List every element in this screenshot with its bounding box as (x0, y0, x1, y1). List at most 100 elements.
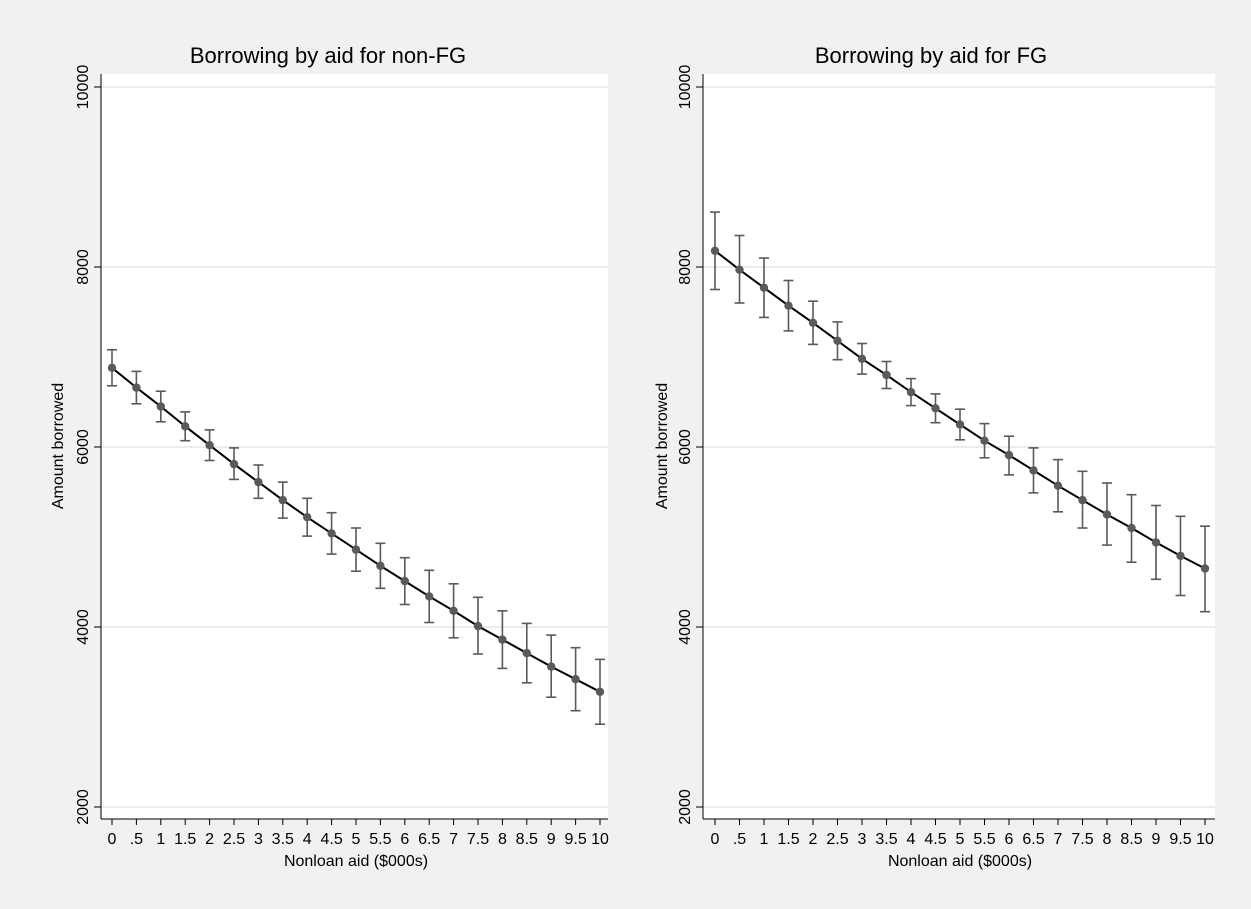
data-point (1151, 538, 1161, 547)
x-tick-label: 1 (760, 831, 769, 848)
data-point (595, 687, 605, 696)
y-axis-fg: 2000 4000 6000 8000 10000 (677, 65, 704, 825)
data-point (735, 265, 744, 274)
data-point (205, 441, 214, 450)
data-point (1102, 510, 1112, 519)
x-tick-label: 2.5 (223, 831, 245, 848)
y-axis-non-fg: 2000 4000 6000 8000 10000 (75, 65, 102, 825)
x-tick-label: 3.5 (875, 831, 897, 848)
data-point (857, 354, 867, 363)
gridlines-fg (703, 86, 1215, 808)
chart-title-non-fg: Borrowing by aid for non-FG (190, 43, 466, 68)
x-tick-label: 5 (956, 831, 965, 848)
data-point (278, 495, 287, 505)
data-point (181, 422, 190, 431)
x-tick-label: 9.5 (564, 831, 586, 848)
data-point (132, 383, 141, 392)
data-point (522, 648, 531, 658)
x-tick-label: 0 (711, 831, 720, 848)
data-point (229, 459, 239, 469)
x-tick-label: 1 (156, 831, 165, 848)
x-tick-label: 0 (108, 831, 117, 848)
data-point (710, 246, 720, 255)
x-tick-label: 3.5 (272, 831, 294, 848)
y-axis-label-fg: Amount borrowed (654, 383, 671, 509)
data-point (1078, 495, 1087, 505)
y-tick-label: 6000 (677, 429, 694, 465)
x-tick-label: 2 (205, 831, 214, 848)
data-point (784, 301, 793, 310)
x-tick-label: 3 (254, 831, 263, 848)
x-tick-label: 7 (1054, 831, 1063, 848)
data-point (955, 420, 965, 429)
x-tick-label: 8 (498, 831, 507, 848)
panel-fg: 2000 4000 6000 8000 10000 0 .5 1 1.5 2 2.5 3 3.5 4 4.… (654, 43, 1215, 870)
data-point (156, 402, 165, 411)
data-point (449, 606, 458, 615)
x-tick-label: 6 (1005, 831, 1014, 848)
data-point (400, 576, 409, 586)
data-point (906, 387, 916, 397)
data-point (376, 561, 385, 570)
data-point (1004, 450, 1014, 460)
gridlines-non-fg (101, 86, 608, 808)
y-tick-label: 10000 (75, 65, 92, 110)
data-point (547, 662, 556, 671)
x-tick-label: 10 (1196, 831, 1214, 848)
y-tick-label: 10000 (677, 65, 694, 110)
x-tick-label: 4.5 (320, 831, 342, 848)
data-point (303, 513, 312, 522)
y-tick-label: 8000 (677, 249, 694, 285)
x-tick-label: 5.5 (369, 831, 391, 848)
x-tick-label: 10 (591, 831, 609, 848)
x-tick-label: 9 (1152, 831, 1161, 848)
x-tick-label: 3 (858, 831, 867, 848)
y-axis-label-non-fg: Amount borrowed (50, 383, 67, 509)
error-bars-fg (710, 211, 1210, 613)
data-point (808, 318, 818, 327)
data-point (1200, 564, 1210, 573)
data-point (473, 621, 483, 631)
panel-non-fg: 2000 4000 6000 8000 10000 0 .5 1 1.5 2 2.5 3 3.5 4 4.… (50, 43, 609, 870)
data-point (498, 635, 507, 644)
x-tick-label: 6.5 (418, 831, 440, 848)
data-point (1053, 481, 1063, 490)
x-tick-label: .5 (733, 831, 746, 848)
data-point (833, 336, 842, 345)
x-tick-label: 2 (809, 831, 818, 848)
y-tick-label: 4000 (677, 609, 694, 645)
data-point (254, 477, 263, 487)
y-tick-label: 4000 (75, 609, 92, 645)
y-tick-label: 6000 (75, 429, 92, 465)
x-tick-label: 1.5 (777, 831, 799, 848)
x-tick-label: 7 (449, 831, 458, 848)
data-point (425, 592, 434, 601)
x-tick-label: 5.5 (973, 831, 995, 848)
x-tick-label: 7.5 (467, 831, 489, 848)
data-point (1176, 551, 1185, 561)
data-point (882, 370, 891, 380)
markers-non-fg (107, 363, 605, 696)
data-point (1127, 523, 1136, 533)
x-tick-label: 2.5 (826, 831, 848, 848)
x-tick-label: 4 (907, 831, 916, 848)
chart-title-fg: Borrowing by aid for FG (815, 43, 1047, 68)
x-tick-label: 9.5 (1169, 831, 1191, 848)
x-tick-label: 8 (1103, 831, 1112, 848)
x-axis-non-fg: 0 .5 1 1.5 2 2.5 3 3.5 4 4.5 5 5.5 6 6.5 7 7.5 8 8.5 9 9.5 1… (101, 818, 609, 848)
x-axis-fg: 0 .5 1 1.5 2 2.5 3 3.5 4 4.5 5 5.5 6 6.5 7 7.5 8 8.5 9 9.5 1… (703, 818, 1215, 848)
markers-fg (710, 246, 1210, 573)
x-tick-label: 6 (400, 831, 409, 848)
y-tick-label: 2000 (677, 789, 694, 825)
x-tick-label: 8.5 (1120, 831, 1142, 848)
y-tick-label: 8000 (75, 249, 92, 285)
x-tick-label: 5 (352, 831, 361, 848)
x-tick-label: .5 (130, 831, 143, 848)
x-tick-label: 4 (303, 831, 312, 848)
x-tick-label: 4.5 (924, 831, 946, 848)
x-tick-label: 8.5 (516, 831, 538, 848)
y-tick-label: 2000 (75, 789, 92, 825)
data-point (980, 436, 989, 445)
x-axis-label-fg: Nonloan aid ($000s) (888, 853, 1032, 870)
